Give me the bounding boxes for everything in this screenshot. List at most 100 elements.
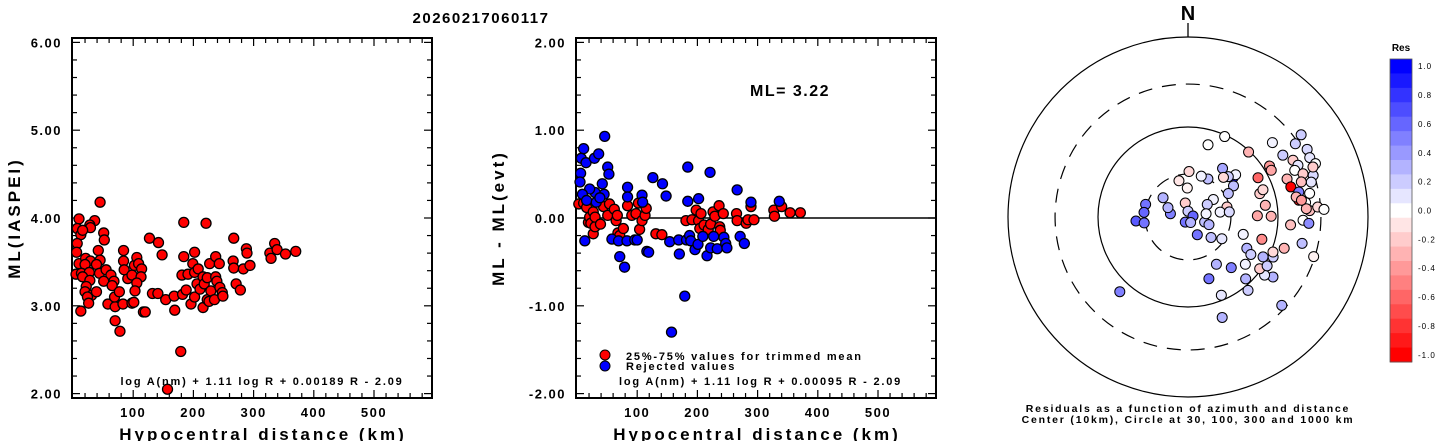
formula-annotation: log A(nm) + 1.11 log R + 0.00095 R - 2.0… [619, 376, 902, 388]
x-tick-label: 300 [745, 405, 771, 420]
data-point [152, 287, 164, 300]
data-point [213, 258, 225, 270]
rejected-point [621, 191, 634, 203]
station-residual-point [1183, 166, 1195, 178]
trimmed-point [768, 210, 781, 222]
station-residual-point [1200, 208, 1212, 220]
station-residual-point [1267, 246, 1279, 258]
ml-vs-distance-plot: Hypocentral distance (km) ML(IASPEI) log… [5, 35, 433, 441]
data-point [118, 264, 130, 276]
colorbar-tick-label: 0.2 [1418, 178, 1432, 187]
rejected-point [682, 161, 694, 173]
station-residual-point [1225, 262, 1237, 274]
x-tick-label: 200 [180, 405, 206, 420]
station-residual-point [1239, 258, 1251, 270]
data-point [129, 285, 141, 297]
station-residual-point [1217, 171, 1229, 183]
colorbar-tick-label: 1.0 [1418, 62, 1432, 71]
station-residual-point [1202, 139, 1214, 151]
colorbar-band [1390, 347, 1412, 363]
data-point [98, 234, 110, 246]
trimmed-point [794, 207, 806, 219]
rejected-point [697, 230, 709, 243]
station-residual-point [1240, 273, 1252, 285]
rejected-point [773, 195, 785, 207]
plot-frame [71, 37, 433, 399]
station-residual-point [1222, 188, 1234, 200]
station-residual-point [1295, 194, 1307, 206]
rejected-point [580, 194, 593, 207]
station-residual-point [1219, 131, 1231, 143]
trimmed-point [748, 214, 760, 226]
y-tick-label: -1.00 [529, 299, 566, 314]
colorbar-band [1390, 116, 1412, 132]
x-axis-title: Hypocentral distance (km) [119, 425, 407, 441]
legend-marker-rejected [599, 360, 611, 372]
trimmed-point [656, 229, 668, 241]
rejected-point [731, 184, 743, 196]
station-residual-point [1318, 203, 1330, 215]
station-residual-point [1173, 175, 1185, 187]
rejected-point [745, 196, 757, 208]
rejected-point [704, 166, 716, 178]
colorbar-band [1390, 246, 1412, 262]
x-tick-label: 100 [120, 405, 146, 420]
station-residual-point [1191, 229, 1203, 241]
legend-marker-trimmed [599, 349, 611, 361]
x-tick-label: 500 [361, 405, 387, 420]
y-tick-label: 5.00 [31, 123, 62, 138]
colorbar-band [1390, 203, 1412, 219]
station-residual-point [1214, 206, 1226, 218]
colorbar-band [1390, 318, 1412, 334]
data-point [83, 297, 95, 309]
colorbar-tick-label: 0.8 [1418, 91, 1432, 100]
station-residual-point [1305, 176, 1317, 188]
station-residual-point [1162, 202, 1174, 214]
colorbar-band [1390, 73, 1412, 89]
y-tick-label: 3.00 [31, 299, 62, 314]
data-point [178, 216, 190, 229]
colorbar-band [1390, 131, 1412, 147]
rejected-point [665, 326, 678, 338]
polar-caption-line1: Residuals as a function of azimuth and d… [1026, 403, 1350, 415]
data-point [228, 262, 240, 274]
data-point [178, 250, 190, 263]
colorbar-band [1390, 304, 1412, 320]
trimmed-point [617, 222, 630, 235]
data-point [76, 224, 89, 236]
station-residual-point [1216, 233, 1228, 245]
station-residual-point [1228, 180, 1240, 192]
data-point [92, 244, 104, 257]
data-point [109, 315, 121, 327]
station-residual-point [1278, 242, 1290, 254]
data-point [241, 247, 253, 259]
x-tick-label: 300 [241, 405, 267, 420]
station-residual-point [1185, 217, 1197, 229]
data-point [175, 345, 187, 358]
station-residual-point [1257, 251, 1269, 263]
data-point [117, 244, 130, 257]
station-residual-point [1257, 184, 1269, 196]
colorbar-band [1390, 145, 1412, 161]
station-residual-point [1203, 219, 1215, 231]
colorbar-tick-label: 0.6 [1418, 120, 1432, 129]
y-tick-label: 0.00 [535, 211, 566, 226]
station-residual-point [1181, 182, 1193, 194]
y-axis-title: ML(IASPEI) [5, 157, 24, 279]
data-point [169, 304, 181, 316]
colorbar-frame [1389, 58, 1413, 363]
colorbar-band [1390, 261, 1412, 276]
x-axis-title: Hypocentral distance (km) [613, 425, 901, 441]
x-tick-label: 400 [301, 405, 327, 420]
station-residual-point [1251, 210, 1263, 222]
colorbar-band [1390, 102, 1412, 118]
colorbar-band [1390, 87, 1412, 103]
rejected-point [596, 178, 608, 190]
legend-label-trimmed: 25%-75% values for trimmed mean [626, 351, 863, 363]
rejected-point [614, 250, 626, 263]
station-residual-point [1295, 176, 1307, 188]
station-residual-point [1245, 248, 1257, 260]
station-residual-point [1259, 199, 1271, 211]
colorbar-band [1390, 174, 1412, 190]
